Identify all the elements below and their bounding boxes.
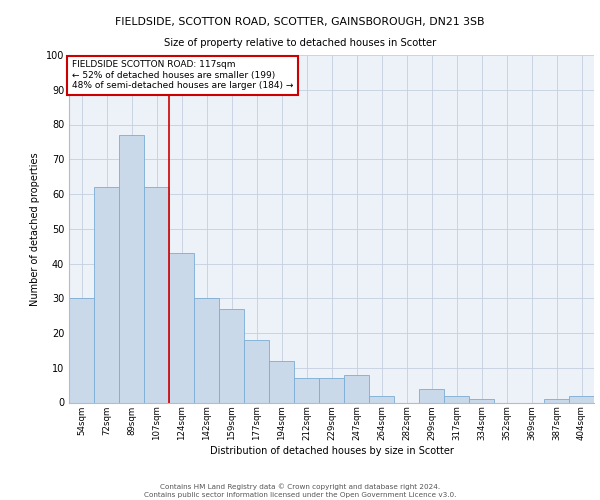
Bar xyxy=(294,378,319,402)
Bar xyxy=(69,298,94,403)
Text: FIELDSIDE, SCOTTON ROAD, SCOTTER, GAINSBOROUGH, DN21 3SB: FIELDSIDE, SCOTTON ROAD, SCOTTER, GAINSB… xyxy=(115,18,485,28)
Text: Contains HM Land Registry data © Crown copyright and database right 2024.
Contai: Contains HM Land Registry data © Crown c… xyxy=(144,484,456,498)
Bar xyxy=(244,340,269,402)
Bar xyxy=(569,396,594,402)
Y-axis label: Number of detached properties: Number of detached properties xyxy=(30,152,40,306)
Bar xyxy=(169,253,194,402)
Bar xyxy=(419,388,444,402)
Bar xyxy=(319,378,344,402)
Bar xyxy=(94,187,119,402)
Bar xyxy=(544,399,569,402)
X-axis label: Distribution of detached houses by size in Scotter: Distribution of detached houses by size … xyxy=(209,446,454,456)
Text: FIELDSIDE SCOTTON ROAD: 117sqm
← 52% of detached houses are smaller (199)
48% of: FIELDSIDE SCOTTON ROAD: 117sqm ← 52% of … xyxy=(71,60,293,90)
Bar xyxy=(344,374,369,402)
Text: Size of property relative to detached houses in Scotter: Size of property relative to detached ho… xyxy=(164,38,436,48)
Bar xyxy=(269,361,294,403)
Bar xyxy=(444,396,469,402)
Bar xyxy=(119,135,144,402)
Bar xyxy=(144,187,169,402)
Bar xyxy=(369,396,394,402)
Bar xyxy=(469,399,494,402)
Bar xyxy=(219,308,244,402)
Bar xyxy=(194,298,219,403)
